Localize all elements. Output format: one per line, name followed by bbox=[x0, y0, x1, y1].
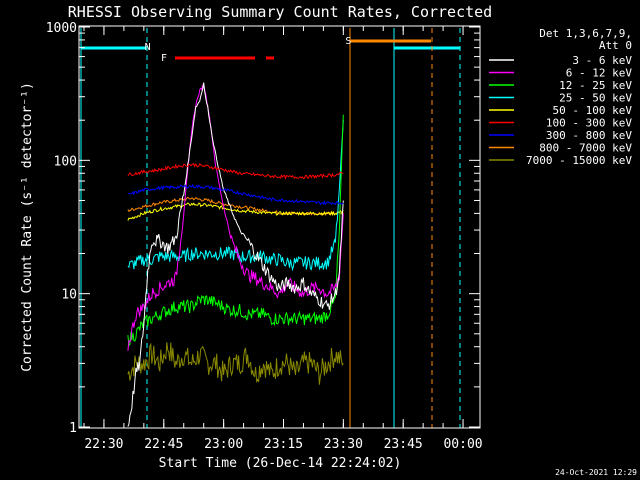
chart-title: RHESSI Observing Summary Count Rates, Co… bbox=[68, 3, 492, 21]
state-markers bbox=[80, 28, 461, 428]
series-line bbox=[127, 114, 344, 347]
legend-entry: 3 - 6 keV bbox=[572, 54, 632, 67]
x-axis-label: Start Time (26-Dec-14 22:24:02) bbox=[159, 456, 402, 471]
legend-entry: 50 - 100 keV bbox=[553, 104, 633, 117]
legend-entry: 7000 - 15000 keV bbox=[526, 154, 632, 167]
y-tick-label: 1 bbox=[69, 421, 77, 436]
x-tick-label: 23:30 bbox=[324, 437, 363, 452]
y-tick-label: 1000 bbox=[46, 21, 77, 36]
x-tick-label: 23:15 bbox=[264, 437, 303, 452]
timestamp: 24-Oct-2021 12:29 bbox=[555, 468, 637, 477]
series-line bbox=[127, 120, 344, 272]
state-label: N bbox=[145, 42, 151, 53]
x-tick-label: 22:45 bbox=[144, 437, 183, 452]
y-tick-label: 10 bbox=[61, 288, 77, 303]
x-tick-label: 00:00 bbox=[443, 437, 482, 452]
series-line bbox=[127, 342, 344, 385]
state-label: F bbox=[161, 53, 167, 64]
legend-title: Att 0 bbox=[599, 39, 632, 52]
state-label: S bbox=[345, 36, 351, 47]
series-line bbox=[127, 202, 344, 221]
series-line bbox=[127, 84, 344, 351]
series-line bbox=[127, 163, 344, 180]
x-tick-label: 23:45 bbox=[384, 437, 423, 452]
legend-entry: 800 - 7000 keV bbox=[539, 142, 632, 155]
series-layer bbox=[127, 82, 344, 427]
series-line bbox=[127, 183, 344, 206]
series-line bbox=[127, 196, 344, 217]
x-tick-label: 22:30 bbox=[84, 437, 123, 452]
legend-title: Det 1,3,6,7,9, bbox=[539, 27, 632, 40]
legend-entry: 6 - 12 keV bbox=[566, 67, 633, 80]
y-axis-label: Corrected Count Rate (s⁻¹ detector⁻¹) bbox=[20, 82, 35, 372]
plot-frame bbox=[78, 25, 481, 429]
series-line bbox=[127, 82, 344, 427]
legend-entry: 25 - 50 keV bbox=[559, 92, 632, 105]
y-axis: 1 10 100 1000 bbox=[46, 21, 480, 436]
y-tick-label: 100 bbox=[54, 154, 77, 169]
legend-entry: 300 - 800 keV bbox=[546, 129, 632, 142]
legend-entry: 12 - 25 keV bbox=[559, 79, 632, 92]
legend-entry: 100 - 300 keV bbox=[546, 117, 632, 130]
x-axis: 22:30 22:45 23:00 23:15 23:30 23:45 00:00 bbox=[83, 26, 483, 452]
state-labels: NF S bbox=[145, 36, 352, 64]
x-tick-label: 23:00 bbox=[204, 437, 243, 452]
